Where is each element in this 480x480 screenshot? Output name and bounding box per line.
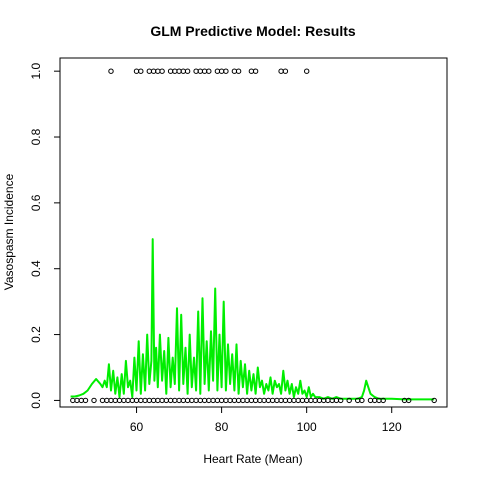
data-point <box>431 397 437 404</box>
data-point <box>282 68 289 74</box>
y-tick-label: 0.0 <box>29 392 43 409</box>
data-point <box>108 68 114 74</box>
data-point <box>359 397 365 404</box>
y-tick-label: 1.0 <box>29 63 43 80</box>
data-point <box>206 68 212 74</box>
x-axis-title: Heart Rate (Mean) <box>203 452 302 466</box>
y-tick-label: 0.8 <box>29 128 43 145</box>
x-axis: 60 80 100 120 <box>130 406 402 434</box>
data-point <box>380 397 386 404</box>
chart-title: GLM Predictive Model: Results <box>150 23 356 39</box>
x-tick-label: 120 <box>382 420 402 434</box>
data-point <box>235 68 242 74</box>
y-tick-label: 0.4 <box>29 260 43 277</box>
data-point <box>252 68 259 74</box>
y-axis: 0.0 0.2 0.4 0.6 0.8 1.0 <box>29 63 61 409</box>
data-point <box>346 397 352 404</box>
fitted-line-layer <box>70 238 435 401</box>
data-point <box>223 68 229 74</box>
data-point <box>406 397 412 404</box>
x-tick-label: 100 <box>297 420 317 434</box>
observed-points-layer <box>70 68 437 404</box>
data-point <box>138 68 144 74</box>
x-tick-label: 60 <box>130 420 144 434</box>
data-point <box>91 397 97 404</box>
data-point <box>184 68 191 74</box>
data-point <box>338 397 344 404</box>
y-axis-title: Vasospasm Incidence <box>2 173 16 290</box>
y-tick-label: 0.6 <box>29 194 43 211</box>
y-tick-label: 0.2 <box>29 326 43 343</box>
x-tick-label: 80 <box>215 420 229 434</box>
data-point <box>159 68 165 74</box>
data-point <box>82 397 89 404</box>
data-point <box>304 68 310 74</box>
fitted-line <box>70 238 435 401</box>
